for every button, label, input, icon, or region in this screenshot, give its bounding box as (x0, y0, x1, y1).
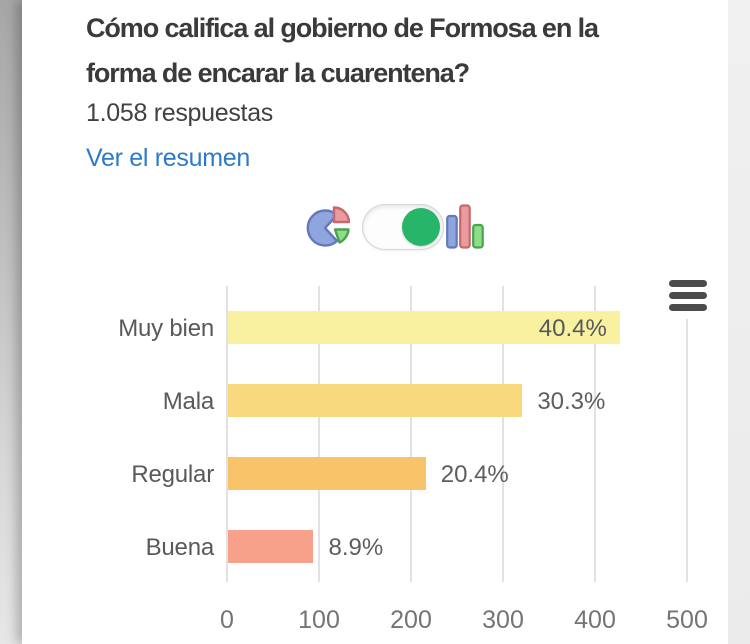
question-title-line1: Cómo califica al gobierno de Formosa en … (86, 13, 599, 43)
gridline-400 (594, 286, 596, 582)
gridline-500 (686, 286, 688, 582)
toggle-knob (402, 208, 440, 246)
x-tick-label: 200 (390, 606, 432, 634)
x-tick-label: 500 (666, 606, 708, 634)
gridline-0 (226, 286, 228, 582)
question-title-line2: forma de encarar la cuarentena? (86, 58, 470, 88)
value-label: 20.4% (440, 460, 509, 488)
category-label: Mala (162, 387, 214, 415)
value-label: 8.9% (328, 533, 384, 561)
category-label: Muy bien (118, 314, 214, 342)
pie-chart-icon[interactable] (304, 205, 354, 255)
x-tick-label: 0 (220, 606, 234, 634)
gridline-100 (318, 286, 320, 582)
page-edge-shadow-left (0, 0, 22, 644)
x-tick-label: 400 (574, 606, 616, 634)
bar-chart-icon[interactable] (446, 204, 484, 254)
summary-link[interactable]: Ver el resumen (86, 144, 250, 172)
page-edge-right (728, 0, 750, 644)
chart-type-toggle[interactable] (362, 204, 444, 250)
value-label: 30.3% (537, 387, 606, 415)
value-label: 40.4% (538, 314, 607, 342)
gridline-300 (502, 286, 504, 582)
chart-menu-button[interactable] (661, 271, 715, 319)
hamburger-icon (669, 279, 707, 287)
x-tick-label: 300 (482, 606, 524, 634)
bar-mala (228, 384, 523, 417)
bar-regular (228, 457, 426, 490)
bar-buena (228, 530, 314, 563)
bar-muy-bien (228, 311, 620, 344)
category-label: Buena (145, 533, 215, 561)
x-tick-label: 100 (298, 606, 340, 634)
gridline-200 (410, 286, 412, 582)
response-count: 1.058 respuestas (86, 99, 273, 127)
question-title: Cómo califica al gobierno de Formosa en … (86, 6, 706, 96)
bar-chart: 0 100 200 300 400 500 Muy bien 40.4% Mala 30.3% Re… (22, 0, 750, 644)
results-card: Cómo califica al gobierno de Formosa en … (22, 0, 728, 644)
category-label: Regular (131, 460, 214, 488)
